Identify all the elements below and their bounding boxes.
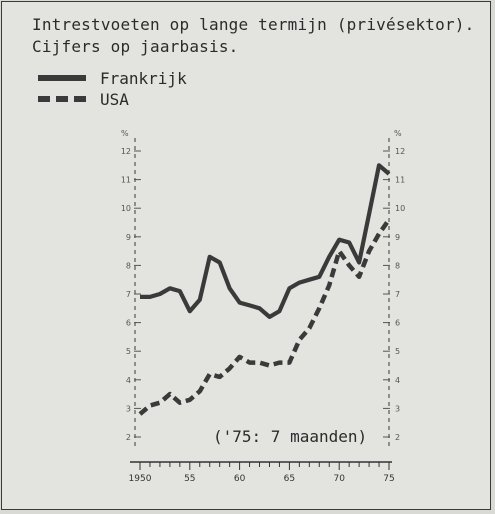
y-tick-label-left: 9 — [126, 233, 131, 242]
x-tick-label: 60 — [234, 474, 246, 484]
y-unit-right: % — [394, 129, 402, 138]
y-tick-label-left: 12 — [121, 147, 131, 156]
legend-item-usa: USA — [38, 89, 129, 109]
y-tick-label-left: 8 — [126, 261, 131, 270]
y-tick-label-right: 3 — [395, 404, 400, 413]
y-tick-label-left: 4 — [126, 376, 131, 385]
y-tick-label-right: 12 — [395, 147, 405, 156]
y-tick-label-right: 2 — [395, 433, 400, 442]
chart-note: ('75: 7 maanden) — [213, 427, 367, 446]
y-unit-left: % — [121, 129, 129, 138]
y-tick-label-left: 5 — [126, 347, 131, 356]
y-tick-label-right: 7 — [395, 290, 400, 299]
legend-label-frankrijk: Frankrijk — [100, 68, 187, 88]
y-tick-label-left: 6 — [126, 319, 131, 328]
y-tick-label-right: 9 — [395, 233, 400, 242]
x-tick-label: 70 — [333, 474, 345, 484]
x-tick-label: 55 — [184, 474, 195, 484]
x-tick-label: 1950 — [129, 474, 152, 484]
y-tick-label-left: 3 — [126, 404, 131, 413]
y-tick-label-right: 11 — [395, 176, 405, 185]
legend-label-usa: USA — [100, 89, 129, 109]
y-tick-label-left: 2 — [126, 433, 131, 442]
legend-swatch-dashed — [38, 96, 86, 102]
y-tick-label-right: 6 — [395, 319, 400, 328]
chart-title: Intrestvoeten op lange termijn (privések… — [32, 14, 474, 58]
y-tick-label-right: 10 — [395, 204, 405, 213]
chart-title-line1: Intrestvoeten op lange termijn (privések… — [32, 15, 475, 34]
series-line-usa — [138, 218, 391, 416]
x-tick-label: 65 — [284, 474, 295, 484]
legend-swatch-solid — [38, 75, 86, 81]
series-line-frankrijk — [140, 163, 391, 319]
y-tick-label-left: 11 — [121, 176, 131, 185]
x-tick-label: 75 — [383, 474, 394, 484]
legend-item-frankrijk: Frankrijk — [38, 68, 187, 88]
y-tick-label-right: 4 — [395, 376, 400, 385]
y-tick-label-left: 10 — [121, 204, 131, 213]
chart-title-line2: Cijfers op jaarbasis. — [32, 37, 239, 56]
y-tick-label-right: 5 — [395, 347, 400, 356]
y-tick-label-right: 8 — [395, 261, 400, 270]
y-tick-label-left: 7 — [126, 290, 131, 299]
